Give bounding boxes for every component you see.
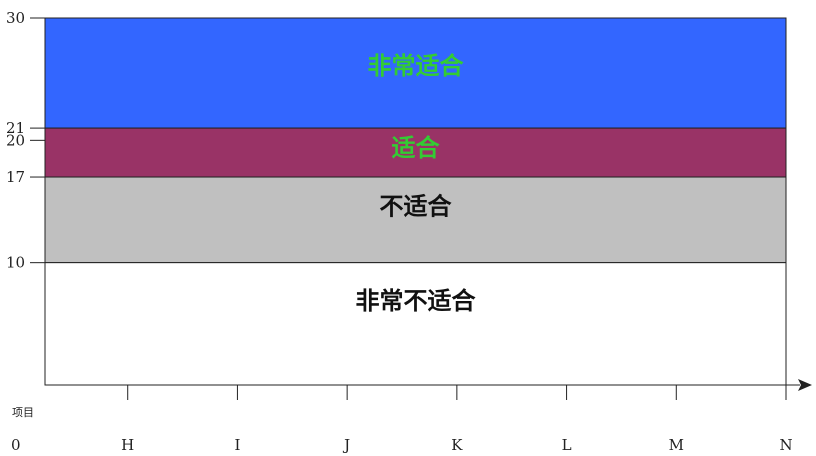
band-label-0: 非常适合 bbox=[368, 52, 465, 80]
x-tick-label: L bbox=[562, 436, 572, 454]
x-tick-label: H bbox=[121, 436, 134, 454]
x-axis-title: 项目 bbox=[12, 406, 34, 419]
x-tick-label: J bbox=[342, 436, 350, 454]
bands-layer bbox=[44, 17, 787, 386]
x-tick-label: M bbox=[669, 436, 684, 454]
axes-layer: 项目 bbox=[12, 18, 812, 419]
x-tick-label: I bbox=[234, 436, 240, 454]
x-ticks-layer: 0 H I J K L M N bbox=[11, 385, 793, 454]
band-1 bbox=[44, 127, 787, 178]
x-axis-arrow-icon bbox=[798, 379, 812, 391]
y-tick-label: 17 bbox=[6, 168, 25, 186]
y-tick-label: 21 bbox=[6, 119, 25, 137]
x-tick-label: N bbox=[779, 436, 792, 454]
band-label-2: 不适合 bbox=[380, 193, 453, 221]
x-tick-label: K bbox=[451, 436, 463, 454]
y-tick-label: 20 bbox=[6, 131, 25, 149]
band-2 bbox=[44, 176, 787, 264]
y-tick-label: 10 bbox=[6, 254, 25, 272]
band-label-3: 非常不适合 bbox=[356, 287, 477, 315]
band-0 bbox=[44, 17, 787, 129]
band-label-1: 适合 bbox=[392, 134, 441, 162]
x-tick-label: 0 bbox=[11, 436, 21, 454]
band-3 bbox=[44, 262, 787, 386]
y-tick-label: 30 bbox=[6, 9, 25, 27]
